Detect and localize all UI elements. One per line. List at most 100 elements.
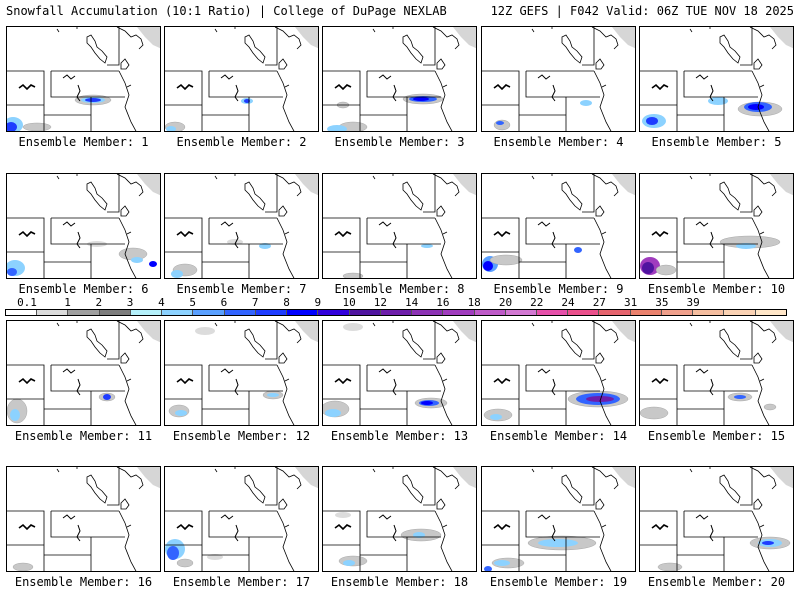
ensemble-member-map xyxy=(6,320,161,426)
colorbar-swatch xyxy=(130,310,163,315)
model-run-info: 12Z GEFS | F042 Valid: 06Z TUE NOV 18 20… xyxy=(490,4,794,18)
colorbar-swatch xyxy=(630,310,662,315)
map-canvas xyxy=(482,467,635,571)
ensemble-member-map xyxy=(481,173,636,279)
snowfall-area xyxy=(335,512,351,518)
snowfall-area xyxy=(176,558,194,568)
colorbar-tick: 10 xyxy=(342,296,356,309)
snowfall-area xyxy=(7,122,17,131)
ensemble-member-label: Ensemble Member: 12 xyxy=(172,429,311,443)
ensemble-member-label: Ensemble Member: 5 xyxy=(651,135,782,149)
ensemble-member-label: Ensemble Member: 1 xyxy=(18,135,149,149)
ensemble-member-map xyxy=(164,320,319,426)
ensemble-member-map xyxy=(322,320,477,426)
snowfall-area xyxy=(327,125,347,131)
colorbar-swatch xyxy=(193,310,225,315)
ensemble-member-label: Ensemble Member: 2 xyxy=(176,135,307,149)
colorbar-swatch xyxy=(349,310,381,315)
ensemble-member-map xyxy=(322,26,477,132)
map-title: Snowfall Accumulation (10:1 Ratio) | Col… xyxy=(6,4,447,18)
colorbar-swatch xyxy=(6,310,38,315)
colorbar-swatch xyxy=(380,310,413,315)
snowfall-area xyxy=(421,401,433,405)
snowfall-area xyxy=(538,539,578,547)
colorbar-swatch xyxy=(99,310,131,315)
ensemble-member-label: Ensemble Member: 11 xyxy=(14,429,153,443)
colorbar-tick: 22 xyxy=(530,296,544,309)
map-canvas xyxy=(640,27,793,131)
colorbar-swatch xyxy=(162,310,194,315)
ensemble-member-map xyxy=(6,173,161,279)
colorbar-tick: 3 xyxy=(126,296,134,309)
ensemble-member-label: Ensemble Member: 6 xyxy=(18,282,149,296)
colorbar-swatch xyxy=(37,310,69,315)
ensemble-member-label: Ensemble Member: 17 xyxy=(172,575,311,589)
ensemble-member-label: Ensemble Member: 7 xyxy=(176,282,307,296)
snowfall-area xyxy=(171,270,183,278)
colorbar-swatch xyxy=(474,310,506,315)
colorbar-tick: 1 xyxy=(64,296,71,309)
ensemble-member-map xyxy=(322,173,477,279)
colorbar-swatch xyxy=(693,310,725,315)
colorbar-swatch xyxy=(443,310,475,315)
snowfall-area xyxy=(413,532,425,538)
colorbar-tick: 4 xyxy=(158,296,165,309)
snowfall-area xyxy=(244,99,250,103)
ensemble-member-map xyxy=(6,26,161,132)
map-canvas xyxy=(640,321,793,425)
snowfall-area xyxy=(227,239,243,245)
colorbar-tick: 9 xyxy=(314,296,322,309)
snowfall-area xyxy=(494,560,510,566)
map-canvas xyxy=(640,467,793,571)
snowfall-area xyxy=(484,566,492,571)
map-canvas xyxy=(7,27,160,131)
snowfall-area xyxy=(149,261,157,267)
snowfall-area xyxy=(762,541,774,545)
snowfall-area xyxy=(267,393,279,397)
colorbar-tick: 14 xyxy=(405,296,419,309)
colorbar-tick: 6 xyxy=(220,296,228,309)
map-canvas xyxy=(323,27,476,131)
colorbar-tick: 27 xyxy=(592,296,606,309)
snowfall-area xyxy=(12,562,34,571)
snowfall-area xyxy=(413,97,429,101)
map-canvas xyxy=(323,467,476,571)
map-canvas xyxy=(323,174,476,278)
map-canvas xyxy=(165,27,318,131)
colorbar-swatch xyxy=(224,310,256,315)
snowfall-area xyxy=(343,323,363,331)
snowfall-area xyxy=(175,410,187,416)
colorbar-tick: 24 xyxy=(561,296,575,309)
ensemble-member-map xyxy=(481,466,636,572)
colorbar-tick: 5 xyxy=(189,296,196,309)
snowfall-area xyxy=(708,97,728,105)
colorbar-swatch xyxy=(255,310,288,315)
snowfall-area xyxy=(642,262,654,274)
map-canvas xyxy=(7,467,160,571)
colorbar-tick: 35 xyxy=(655,296,669,309)
ensemble-member-map xyxy=(639,320,794,426)
snowfall-area xyxy=(490,414,502,420)
snowfall-area xyxy=(655,264,677,276)
map-canvas xyxy=(482,27,635,131)
snowfall-area xyxy=(22,122,52,131)
snowfall-area xyxy=(131,257,143,263)
colorbar-tick: 18 xyxy=(467,296,481,309)
snowfall-area xyxy=(580,100,592,106)
ensemble-member-label: Ensemble Member: 18 xyxy=(330,575,469,589)
snowfall-area xyxy=(734,395,746,399)
colorbar-swatch xyxy=(661,310,694,315)
snowfall-area xyxy=(259,243,271,249)
map-canvas xyxy=(323,321,476,425)
ensemble-member-label: Ensemble Member: 3 xyxy=(334,135,465,149)
snowfall-area xyxy=(736,243,756,249)
snowfall-area xyxy=(496,121,504,125)
snowfall-area xyxy=(85,98,101,102)
ensemble-member-map xyxy=(639,26,794,132)
snowfall-area xyxy=(342,272,364,278)
colorbar-swatch xyxy=(412,310,444,315)
snowfall-area xyxy=(586,396,614,402)
colorbar-tick: 31 xyxy=(623,296,638,309)
ensemble-member-map xyxy=(164,466,319,572)
colorbar-tick: 7 xyxy=(251,296,259,309)
